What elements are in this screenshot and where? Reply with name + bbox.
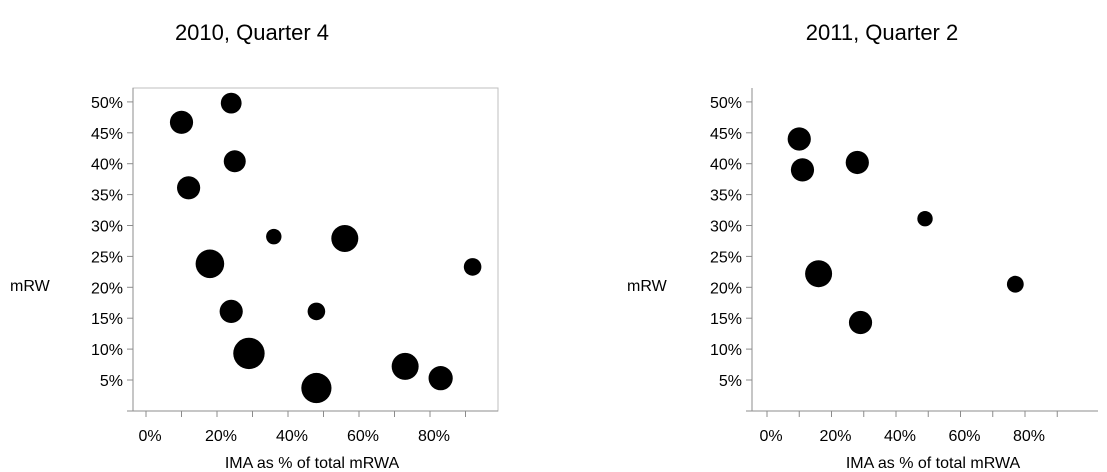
x-axis-label: IMA as % of total mRWA [225, 455, 400, 472]
x-tick-label: 20% [819, 428, 851, 445]
scatter-point [307, 302, 326, 321]
y-tick-label: 40% [710, 157, 742, 174]
scatter-point [219, 299, 243, 324]
data-points [787, 127, 1024, 335]
y-ticks: 5% 10% 15% 20% 25% 30% 35% 40% 45% 50% [710, 95, 752, 412]
scatter-point [233, 337, 265, 370]
plot-area-frame [132, 87, 499, 412]
y-axis-label: mRW [627, 278, 668, 295]
scatter-point [917, 211, 933, 227]
y-tick-label: 30% [91, 219, 123, 236]
y-tick-label: 20% [91, 280, 123, 297]
scatter-point [169, 110, 194, 134]
scatter-point [805, 260, 833, 288]
scatter-point [848, 310, 873, 335]
y-tick-label: 25% [91, 249, 123, 266]
chart-panel-2011-q2: 2011, Quarter 2 0% 20% 40% 60% 80% 5% 10% 15% 2… [627, 20, 1098, 472]
scatter-point [790, 158, 815, 182]
y-tick-label: 35% [91, 188, 123, 205]
y-tick-label: 15% [710, 311, 742, 328]
scatter-point [787, 127, 811, 151]
scatter-point [301, 372, 332, 404]
chart-panel-2010-q4: 2010, Quarter 4 0% 20% 40% 60% 80% 5% 10% 15% 2… [10, 20, 499, 472]
scatter-point [195, 249, 225, 279]
x-tick-label: 80% [1013, 428, 1045, 445]
x-ticks: 0% 20% 40% 60% 80% [138, 411, 466, 445]
scatter-point [223, 150, 246, 173]
y-tick-label: 10% [710, 342, 742, 359]
x-tick-label: 0% [759, 428, 782, 445]
scatter-point [463, 258, 482, 276]
y-tick-label: 50% [91, 95, 123, 112]
x-tick-label: 60% [347, 428, 379, 445]
y-tick-label: 30% [710, 219, 742, 236]
y-tick-label: 5% [100, 373, 123, 390]
scatter-point [331, 224, 359, 252]
y-ticks: 5% 10% 15% 20% 25% 30% 35% 40% 45% 50% [91, 95, 133, 412]
x-tick-label: 40% [276, 428, 308, 445]
y-tick-label: 45% [710, 126, 742, 143]
x-tick-label: 0% [138, 428, 161, 445]
y-tick-label: 40% [91, 157, 123, 174]
chart-title: 2010, Quarter 4 [175, 20, 329, 45]
y-axis-label: mRW [10, 278, 51, 295]
y-tick-label: 5% [719, 373, 742, 390]
scatter-point [428, 366, 453, 391]
y-tick-label: 50% [710, 95, 742, 112]
data-points [169, 92, 482, 404]
y-tick-label: 15% [91, 311, 123, 328]
scatter-point [391, 352, 419, 380]
x-tick-label: 60% [948, 428, 980, 445]
y-tick-label: 35% [710, 188, 742, 205]
y-tick-label: 10% [91, 342, 123, 359]
x-axis-label: IMA as % of total mRWA [846, 455, 1021, 472]
chart-title: 2011, Quarter 2 [806, 20, 958, 45]
x-tick-label: 20% [205, 428, 237, 445]
x-tick-label: 40% [884, 428, 916, 445]
scatter-point [220, 92, 242, 114]
scatter-point [266, 228, 282, 245]
y-tick-label: 25% [710, 249, 742, 266]
scatter-point [1006, 275, 1024, 293]
x-tick-label: 80% [418, 428, 450, 445]
scatter-point [177, 176, 201, 200]
y-tick-label: 45% [91, 126, 123, 143]
y-tick-label: 20% [710, 280, 742, 297]
scatter-point [845, 150, 869, 175]
x-ticks: 0% 20% 40% 60% 80% [759, 411, 1058, 445]
